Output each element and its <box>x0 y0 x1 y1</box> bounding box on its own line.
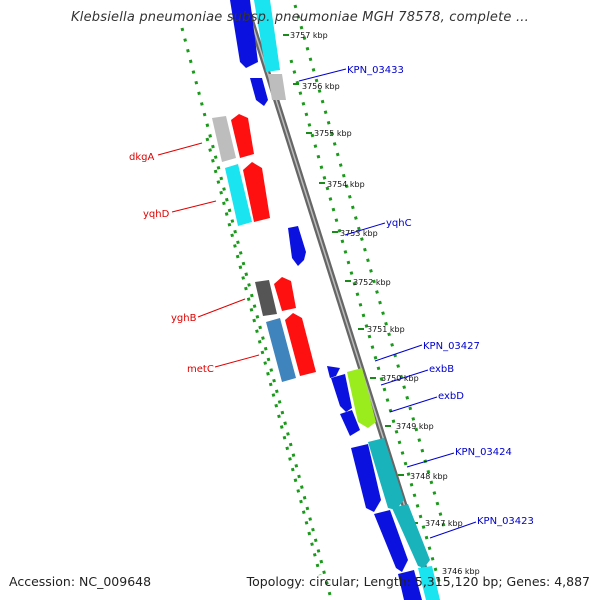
label-yqhD[interactable]: yqhD <box>143 209 170 220</box>
gene-teal-3424[interactable] <box>368 438 404 510</box>
tick-label-3753: 3753 kbp <box>340 229 378 238</box>
label-KPN_03424[interactable]: KPN_03424 <box>455 447 512 458</box>
gene-gray-3433[interactable] <box>268 74 286 100</box>
tick-marks <box>283 34 418 524</box>
gene-blue-3433[interactable] <box>250 78 268 106</box>
label-exbB[interactable]: exbB <box>429 364 454 375</box>
tick-label-3751: 3751 kbp <box>367 325 405 334</box>
tick-label-3747: 3747 kbp <box>425 519 463 528</box>
gene-steel-metC[interactable] <box>266 318 296 382</box>
label-KPN_03423[interactable]: KPN_03423 <box>477 516 534 527</box>
gene-red-metC[interactable] <box>285 313 316 376</box>
gene-blue-bottom[interactable] <box>398 570 422 600</box>
gene-red-yghB[interactable] <box>274 277 296 311</box>
gene-cyan-yqhD[interactable] <box>225 164 252 226</box>
label-metC[interactable]: metC <box>187 364 214 375</box>
tick-label-3752: 3752 kbp <box>353 278 391 287</box>
topology-text: Topology: circular; Length: 5,315,120 bp… <box>246 574 590 589</box>
gene-teal-3423[interactable] <box>392 504 430 568</box>
gene-blue-3423[interactable] <box>374 510 408 572</box>
gene-blue-top[interactable] <box>230 0 258 68</box>
gene-dark-yghB[interactable] <box>255 280 277 316</box>
label-yghB[interactable]: yghB <box>171 313 197 324</box>
tick-label-3755: 3755 kbp <box>314 129 352 138</box>
tick-label-3749: 3749 kbp <box>396 422 434 431</box>
track-boundaries <box>180 4 447 596</box>
tick-label-3748: 3748 kbp <box>410 472 448 481</box>
genome-title: Klebsiella pneumoniae subsp. pneumoniae … <box>71 10 529 25</box>
gene-red-yqhD[interactable] <box>243 162 270 222</box>
genes-reverse <box>212 114 316 382</box>
gene-cyan-bottom[interactable] <box>418 566 440 600</box>
left-gene-labels: dkgA yqhD yghB metC <box>129 142 260 375</box>
genes-forward <box>230 0 440 600</box>
label-yqhC[interactable]: yqhC <box>386 218 412 229</box>
gene-blue-exbB[interactable] <box>331 374 352 412</box>
gene-blue-3424[interactable] <box>351 444 381 512</box>
label-KPN_03433[interactable]: KPN_03433 <box>347 65 404 76</box>
tick-label-3757: 3757 kbp <box>290 31 328 40</box>
accession-text: Accession: NC_009648 <box>9 574 152 589</box>
gene-blue-small[interactable] <box>340 410 360 436</box>
gene-blue-yqhC[interactable] <box>288 226 306 266</box>
tick-label-3754: 3754 kbp <box>327 180 365 189</box>
inner-left-dots <box>205 137 322 576</box>
gene-cyan-top[interactable] <box>254 0 280 72</box>
gene-gray-dkgA[interactable] <box>212 116 236 162</box>
inner-right-dots <box>289 59 442 586</box>
tick-label-3756: 3756 kbp <box>302 82 340 91</box>
right-gene-labels: KPN_03433 yqhC KPN_03427 exbB exbD KPN_0… <box>298 65 534 539</box>
outer-left-dots <box>180 27 332 596</box>
label-dkgA[interactable]: dkgA <box>129 152 154 163</box>
label-KPN_03427[interactable]: KPN_03427 <box>423 341 480 352</box>
tick-label-3746: 3746 kbp <box>442 567 480 576</box>
label-exbD[interactable]: exbD <box>438 391 464 402</box>
gene-blue-3427[interactable] <box>327 366 340 378</box>
gene-lime-exbD[interactable] <box>347 368 376 428</box>
gene-red-dkgA[interactable] <box>231 114 254 158</box>
